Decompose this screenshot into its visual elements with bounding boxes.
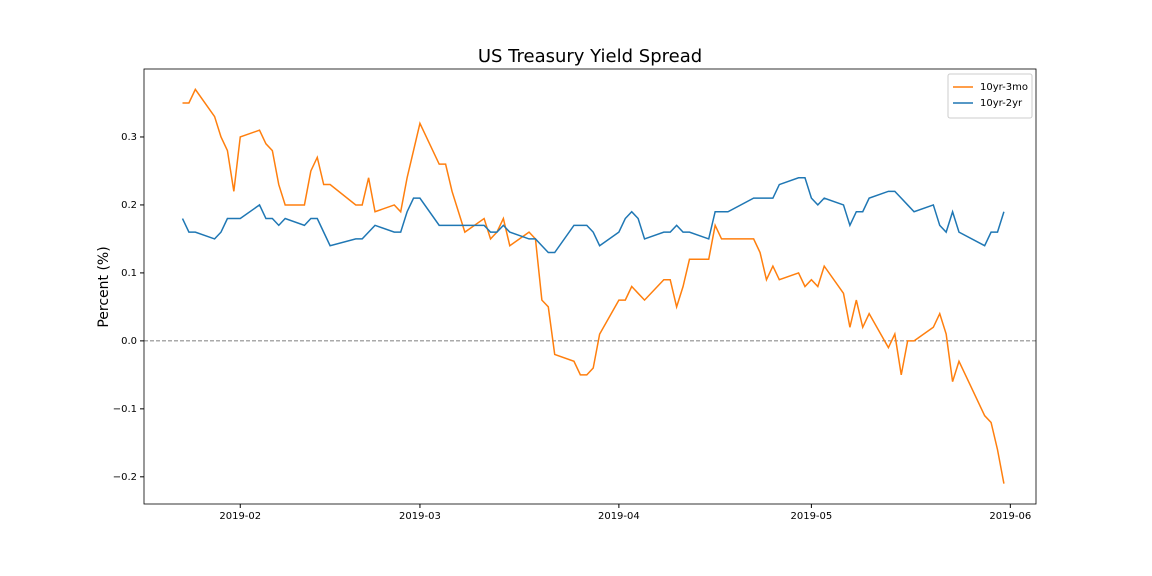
series-line — [182, 87, 1005, 484]
legend-box — [947, 73, 1033, 119]
x-tick-label: 2019-05 — [790, 511, 832, 522]
x-tick-label: 2019-03 — [399, 511, 441, 522]
y-tick-label: 0.2 — [121, 200, 137, 211]
y-tick-label: −0.2 — [113, 472, 137, 483]
y-axis-label: Percent (%) — [96, 246, 112, 327]
legend-label: 10yr-3mo — [980, 82, 1028, 93]
x-tick-label: 2019-04 — [598, 511, 640, 522]
y-tick-label: 0.1 — [121, 268, 137, 279]
chart-title: US Treasury Yield Spread — [478, 46, 702, 67]
y-tick-label: 0.0 — [121, 336, 137, 347]
legend-label: 10yr-2yr — [980, 98, 1023, 109]
x-tick-label: 2019-02 — [219, 511, 261, 522]
y-tick-label: −0.1 — [113, 404, 137, 415]
series-line — [181, 177, 1005, 254]
plot-frame — [143, 68, 1037, 505]
y-tick-label: 0.3 — [121, 132, 137, 143]
x-tick-label: 2019-06 — [989, 511, 1031, 522]
